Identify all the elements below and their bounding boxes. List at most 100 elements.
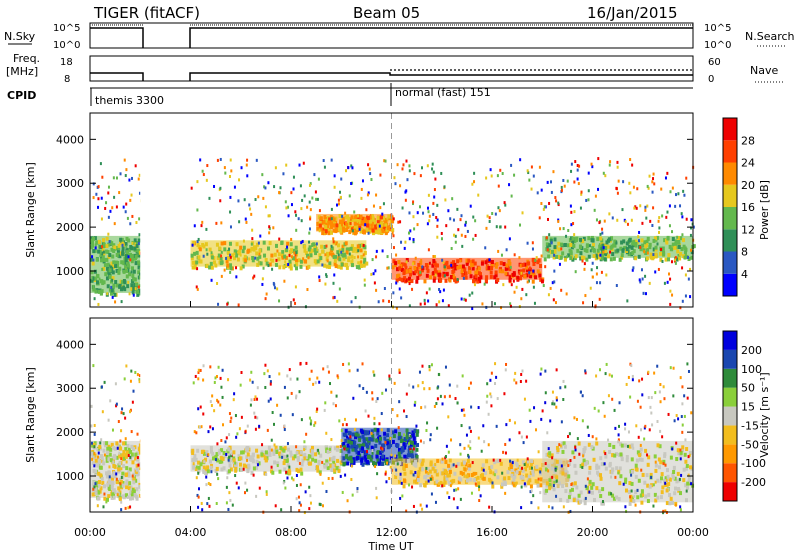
- echo-cell: [375, 486, 378, 490]
- echo-cell: [457, 480, 461, 485]
- echo-cell: [249, 455, 253, 460]
- echo-cell: [305, 265, 309, 270]
- echo-cell: [265, 456, 269, 461]
- echo-cell: [355, 249, 359, 254]
- echo-cell: [509, 462, 513, 467]
- echo-cell: [115, 261, 119, 266]
- echo-cell: [397, 220, 400, 224]
- echo-cell: [375, 255, 378, 259]
- echo-cell: [105, 458, 109, 463]
- echo-cell: [398, 476, 402, 481]
- echo-cell: [650, 475, 653, 479]
- echo-cell: [209, 449, 213, 454]
- echo-cell: [639, 447, 643, 452]
- echo-cell: [252, 276, 255, 280]
- echo-cell: [403, 433, 406, 437]
- echo-cell: [569, 489, 572, 493]
- echo-cell: [335, 466, 339, 471]
- echo-cell: [567, 253, 571, 258]
- echo-cell: [93, 485, 96, 489]
- echo-cell: [552, 487, 556, 492]
- echo-cell: [372, 272, 375, 276]
- echo-cell: [216, 281, 219, 285]
- echo-cell: [660, 247, 663, 251]
- echo-cell: [670, 260, 673, 264]
- echo-cell: [125, 202, 128, 206]
- echo-cell: [462, 276, 465, 280]
- echo-cell: [376, 472, 379, 476]
- echo-cell: [405, 258, 409, 263]
- echo-cell: [503, 476, 507, 481]
- echo-cell: [490, 371, 493, 375]
- echo-cell: [638, 457, 642, 462]
- echo-cell: [293, 264, 296, 268]
- echo-cell: [348, 431, 352, 436]
- echo-cell: [105, 471, 109, 476]
- echo-cell: [454, 240, 457, 244]
- echo-cell: [684, 483, 688, 488]
- echo-cell: [464, 223, 467, 227]
- echo-cell: [675, 257, 679, 262]
- echo-cell: [339, 190, 342, 194]
- echo-cell: [288, 262, 292, 267]
- echo-cell: [341, 423, 344, 427]
- echo-cell: [350, 260, 354, 265]
- echo-cell: [403, 246, 406, 250]
- echo-cell: [433, 195, 436, 199]
- echo-cell: [616, 191, 619, 195]
- echo-cell: [560, 444, 563, 448]
- echo-cell: [585, 248, 589, 253]
- echo-cell: [448, 469, 452, 474]
- echo-cell: [479, 275, 483, 280]
- echo-cell: [126, 284, 130, 289]
- echo-cell: [398, 370, 401, 374]
- echo-cell: [117, 243, 121, 248]
- echo-cell: [336, 228, 340, 233]
- echo-cell: [333, 273, 336, 277]
- freq-trace: [90, 72, 693, 81]
- echo-cell: [395, 468, 398, 472]
- echo-cell: [386, 428, 390, 433]
- echo-cell: [236, 432, 239, 436]
- echo-cell: [228, 247, 231, 251]
- echo-cell: [219, 261, 223, 266]
- echo-cell: [265, 261, 269, 266]
- echo-cell: [333, 174, 336, 178]
- echo-cell: [595, 463, 599, 468]
- echo-cell: [384, 440, 387, 444]
- echo-cell: [534, 275, 538, 280]
- echo-cell: [110, 247, 114, 252]
- echo-cell: [288, 253, 291, 257]
- echo-cell: [332, 240, 335, 244]
- echo-cell: [502, 262, 506, 267]
- echo-cell: [264, 385, 267, 389]
- echo-cell: [485, 275, 489, 280]
- echo-cell: [602, 171, 605, 175]
- echo-cell: [626, 444, 629, 448]
- echo-cell: [662, 462, 665, 466]
- echo-cell: [627, 375, 630, 379]
- echo-cell: [664, 509, 667, 513]
- echo-cell: [227, 255, 231, 260]
- echo-cell: [593, 208, 596, 212]
- echo-cell: [539, 483, 543, 488]
- echo-cell: [136, 432, 139, 436]
- echo-cell: [487, 443, 490, 447]
- echo-cell: [399, 439, 403, 444]
- echo-cell: [447, 304, 450, 308]
- echo-cell: [501, 471, 504, 475]
- echo-cell: [679, 505, 682, 509]
- echo-cell: [519, 474, 523, 479]
- echo-cell: [561, 251, 565, 256]
- echo-cell: [520, 271, 523, 275]
- date-title: 16/Jan/2015: [587, 4, 678, 22]
- echo-cell: [644, 208, 647, 212]
- colorbar-segment: [723, 463, 737, 483]
- echo-cell: [92, 287, 96, 292]
- echo-cell: [191, 450, 195, 455]
- echo-cell: [267, 181, 270, 185]
- echo-cell: [537, 450, 540, 454]
- echo-cell: [358, 224, 362, 229]
- echo-cell: [579, 244, 583, 249]
- echo-cell: [308, 183, 311, 187]
